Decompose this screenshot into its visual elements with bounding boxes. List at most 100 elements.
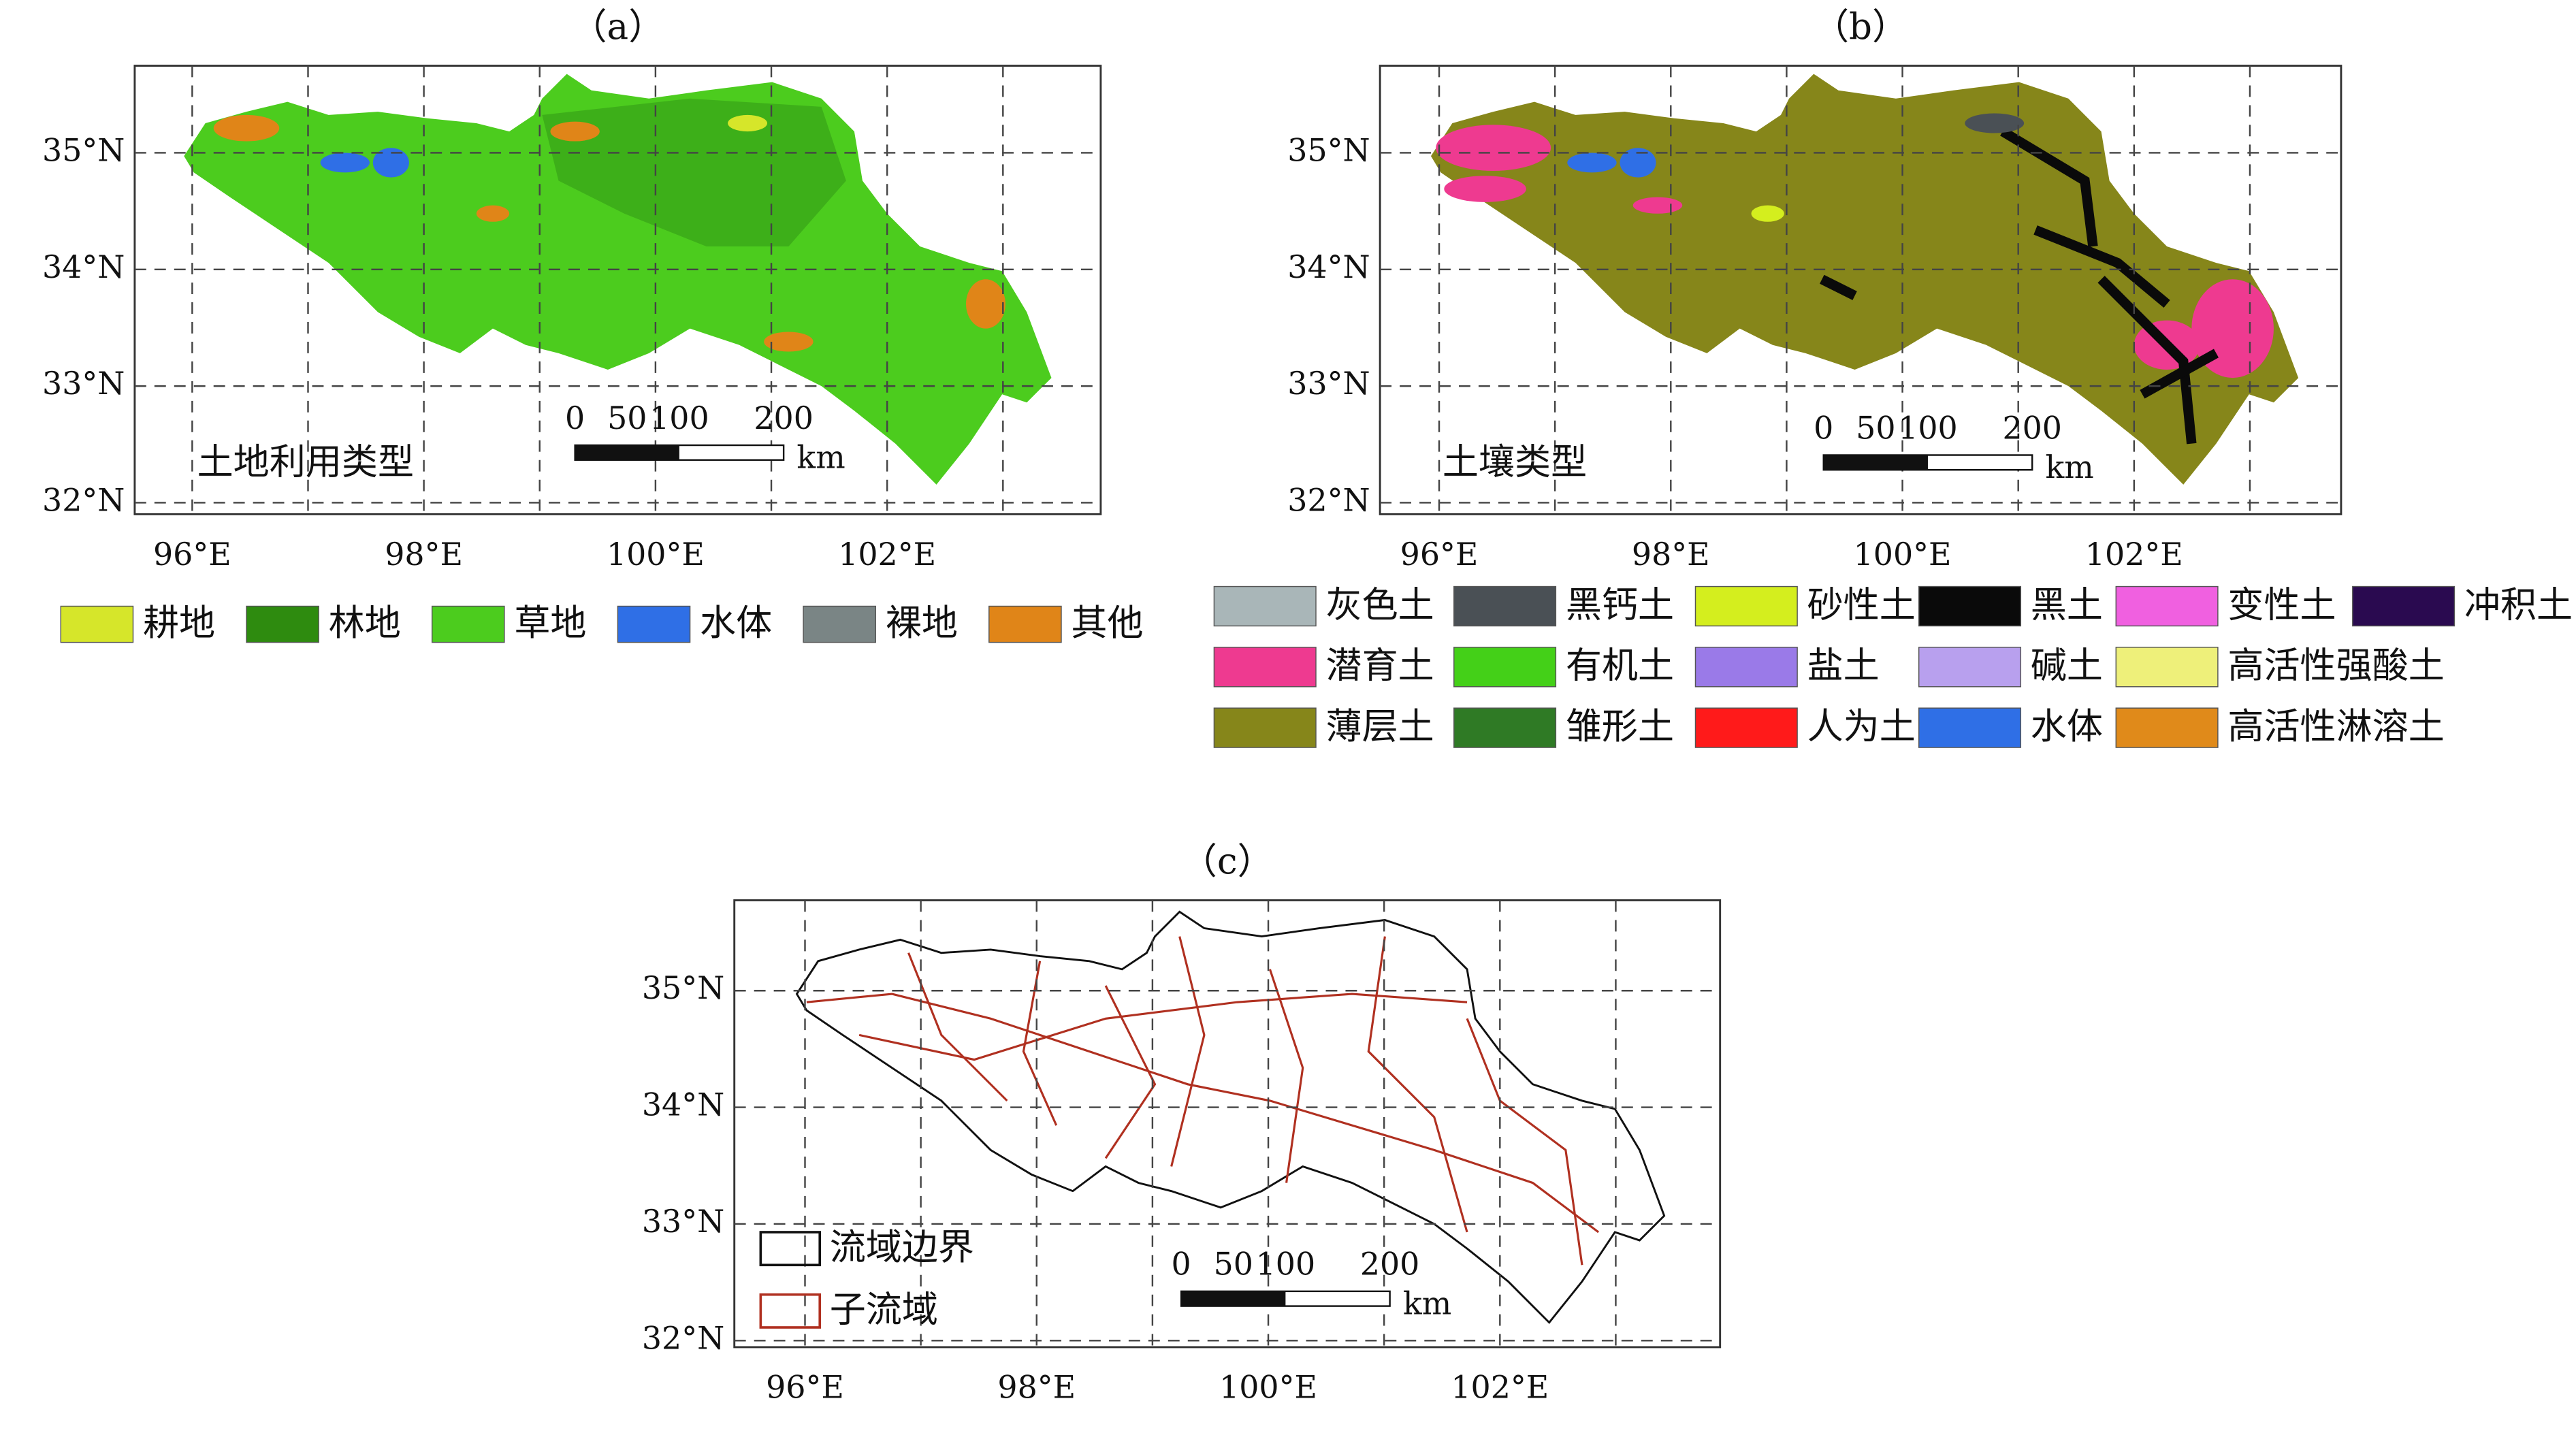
lake: [1567, 152, 1617, 173]
basin: [795, 910, 1666, 1324]
scale-tick-label: 0: [1814, 409, 1833, 446]
legend-label: 草地: [514, 602, 586, 644]
y-tick-label: 35°N: [642, 969, 724, 1006]
map: [795, 910, 1666, 1324]
lake: [372, 148, 409, 178]
soil-patch: [1444, 176, 1526, 202]
legend-swatch: [1694, 647, 1798, 688]
y-tick-label: 34°N: [42, 248, 125, 285]
y-tick-label: 33°N: [1287, 365, 1370, 402]
cropland-patch: [728, 114, 767, 132]
legend-swatch: [1694, 585, 1798, 627]
soil-streak: [1820, 274, 1857, 300]
legend-swatch: [2115, 707, 2219, 748]
x-tick-label: 98°E: [385, 536, 463, 573]
scale-tick-label: 50: [1856, 409, 1895, 446]
x-tick-label: 96°E: [1400, 536, 1479, 573]
scale-bar-black: [1823, 455, 1928, 470]
legend-swatch: [1918, 585, 2022, 627]
y-tick-label: 33°N: [42, 365, 125, 402]
x-tick-label: 96°E: [766, 1369, 844, 1406]
x-tick-label: 98°E: [997, 1369, 1076, 1406]
scale-tick-label: 200: [1360, 1246, 1420, 1283]
other-patch: [213, 114, 280, 142]
legend-label: 水体: [700, 602, 772, 644]
legend-label: 裸地: [886, 602, 958, 644]
y-tick-label: 32°N: [42, 481, 125, 518]
legend-label: 子流域: [830, 1289, 938, 1331]
x-tick-label: 96°E: [153, 536, 231, 573]
map-label: 土壤类型: [1443, 440, 1587, 483]
lake: [320, 152, 370, 173]
scale-tick-label: 200: [2002, 409, 2062, 446]
legend-label: 冲积土: [2464, 583, 2573, 626]
y-tick-label: 35°N: [1287, 131, 1370, 168]
x-tick-label: 100°E: [1854, 536, 1952, 573]
legend-label: 灰色土: [1326, 583, 1434, 626]
legend-swatch: [246, 605, 319, 643]
legend-swatch: [2115, 647, 2219, 688]
legend-swatch: [617, 605, 691, 643]
scale-tick-label: 0: [1172, 1246, 1191, 1283]
legend-swatch: [431, 605, 505, 643]
legend-swatch: [759, 1293, 822, 1329]
legend-label: 潜育土: [1326, 645, 1434, 687]
legend-swatch: [1694, 707, 1798, 748]
x-tick-label: 102°E: [2085, 536, 2183, 573]
y-tick-label: 35°N: [42, 131, 125, 168]
legend-label: 其他: [1071, 602, 1143, 644]
legend-label: 耕地: [143, 602, 215, 644]
legend-label: 人为土: [1807, 705, 1916, 747]
panel-label: （a）: [570, 5, 664, 48]
panel: （c） 96°E 98°E 100°E 102°E 35°N 34°N 33°N 32°N 0 50…: [642, 840, 1722, 1406]
soil-streak: [2000, 127, 2098, 247]
legend-swatch: [1918, 707, 2022, 748]
scale-tick-label: 50: [607, 400, 647, 436]
legend-label: 高活性淋溶土: [2227, 705, 2444, 747]
soil-streak: [2140, 349, 2219, 399]
legend-swatch: [60, 605, 134, 643]
lake: [1620, 148, 1656, 178]
legend-label: 有机土: [1566, 645, 1674, 687]
sub-basin-line: [1367, 936, 1468, 1233]
sub-basin-line: [806, 993, 1600, 1234]
scale-unit: km: [2046, 449, 2094, 485]
map: [184, 74, 1052, 485]
scale-tick-label: 200: [754, 400, 814, 436]
soil-streak: [2033, 225, 2170, 308]
map-frame: [733, 899, 1722, 1349]
soil-patch: [1751, 205, 1784, 222]
x-tick-label: 100°E: [1219, 1369, 1317, 1406]
legend-swatch: [759, 1231, 822, 1267]
legend-swatch: [1213, 707, 1317, 748]
sub-basin-line: [1466, 1018, 1583, 1266]
scale-bar-black: [1181, 1291, 1286, 1306]
legend-label: 盐土: [1807, 645, 1880, 687]
other-patch: [764, 332, 814, 352]
sub-basin-line: [858, 993, 1468, 1061]
panel: （b） 96°E 98°E 100°E 102°E 35°N 34°N 33°N 32°N 土壤类…: [1213, 5, 2573, 748]
legend-swatch: [988, 605, 1062, 643]
x-tick-label: 100°E: [607, 536, 705, 573]
scale-tick-label: 0: [565, 400, 585, 436]
forest-zone: [542, 98, 846, 246]
legend-label: 变性土: [2227, 583, 2336, 626]
x-tick-label: 102°E: [1451, 1369, 1549, 1406]
panel: （a） 96°E 98°E 100°E 102°E 35°N 34°N 33°N 32°N 土地利…: [42, 5, 1144, 644]
y-tick-label: 33°N: [642, 1203, 724, 1240]
map: [1430, 74, 2299, 485]
legend-swatch: [1453, 647, 1557, 688]
legend-swatch: [2115, 585, 2219, 627]
y-tick-label: 34°N: [642, 1086, 724, 1123]
panel-label: （b）: [1813, 5, 1908, 48]
legend-label: 黑钙土: [1566, 583, 1674, 626]
legend-label: 砂性土: [1807, 583, 1916, 626]
scale-tick-label: 100: [1256, 1246, 1316, 1283]
soil-streak: [2097, 276, 2197, 445]
legend-label: 流域边界: [830, 1226, 974, 1268]
legend-swatch: [1213, 585, 1317, 627]
map-label: 土地利用类型: [197, 440, 414, 483]
scale-tick-label: 100: [649, 400, 709, 436]
y-tick-label: 32°N: [642, 1319, 724, 1356]
